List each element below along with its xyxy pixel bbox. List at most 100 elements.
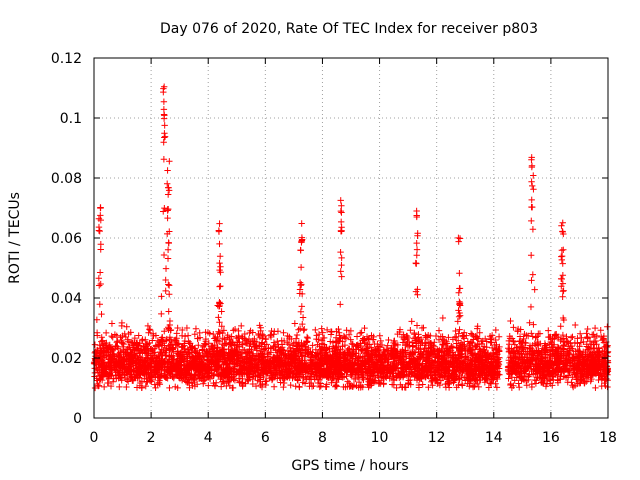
data-point	[98, 334, 105, 341]
data-point	[295, 326, 302, 333]
data-point	[112, 343, 119, 350]
data-point	[312, 346, 320, 353]
data-point	[174, 350, 181, 357]
data-point	[408, 318, 415, 325]
data-point	[300, 327, 307, 334]
data-point	[335, 329, 343, 336]
data-point	[347, 336, 354, 343]
data-point	[449, 336, 457, 343]
data-point	[316, 383, 323, 391]
data-point	[215, 328, 222, 335]
data-point	[560, 287, 567, 294]
data-point	[530, 321, 537, 328]
data-point	[404, 380, 412, 388]
data-point	[252, 382, 260, 390]
data-point	[96, 301, 103, 308]
data-point	[216, 329, 224, 336]
data-point	[205, 382, 212, 389]
data-point	[280, 329, 287, 336]
data-point	[522, 377, 530, 385]
data-point	[486, 379, 494, 387]
data-point	[93, 316, 101, 323]
data-point	[482, 335, 489, 343]
data-point	[160, 208, 167, 215]
data-point	[487, 339, 494, 346]
data-point	[407, 376, 414, 384]
data-point	[301, 380, 309, 387]
data-point	[220, 327, 228, 334]
data-point	[162, 265, 170, 272]
data-point	[593, 332, 601, 340]
data-point	[158, 293, 165, 300]
data-point	[108, 320, 116, 327]
data-point	[312, 326, 319, 334]
data-point	[393, 384, 400, 392]
data-point	[508, 374, 516, 381]
data-point	[179, 326, 186, 334]
data-point	[492, 380, 499, 387]
data-point	[337, 301, 344, 308]
data-point	[274, 338, 281, 345]
data-point	[107, 382, 115, 390]
data-point	[183, 324, 191, 332]
data-point	[287, 381, 294, 389]
data-point	[123, 383, 130, 391]
data-point	[527, 252, 535, 259]
data-point	[505, 375, 512, 382]
data-points	[90, 83, 612, 392]
data-point	[291, 320, 299, 327]
data-point	[350, 381, 358, 389]
data-point	[559, 314, 567, 322]
data-point	[342, 335, 350, 342]
data-point	[173, 330, 180, 337]
data-point	[453, 333, 460, 340]
data-point	[461, 374, 468, 381]
data-point	[445, 334, 452, 341]
data-point	[161, 328, 168, 335]
chart-title: Day 076 of 2020, Rate Of TEC Index for r…	[160, 21, 538, 37]
data-point	[532, 334, 539, 341]
data-point	[162, 276, 169, 284]
data-point	[218, 323, 225, 330]
data-point	[507, 317, 514, 325]
data-point	[271, 342, 279, 350]
data-point	[123, 323, 130, 330]
data-point	[459, 382, 466, 389]
data-point	[478, 338, 485, 345]
data-point	[583, 340, 591, 348]
data-point	[585, 345, 592, 353]
data-point	[161, 204, 168, 212]
data-point	[560, 373, 568, 380]
data-point	[338, 254, 345, 262]
data-point	[361, 324, 368, 332]
data-point	[119, 339, 126, 347]
data-point	[238, 322, 245, 330]
data-point	[341, 334, 349, 341]
data-point	[152, 384, 159, 392]
data-point	[118, 319, 126, 327]
data-point	[454, 318, 461, 325]
data-point	[559, 288, 567, 295]
data-point	[158, 310, 165, 318]
data-point	[353, 349, 360, 357]
data-point	[116, 383, 123, 391]
data-point	[299, 314, 307, 321]
data-point	[231, 325, 239, 333]
data-point	[420, 324, 427, 331]
data-point	[531, 286, 538, 293]
data-point	[413, 322, 421, 329]
data-point	[569, 333, 576, 340]
data-point	[216, 319, 223, 326]
data-point	[492, 326, 500, 334]
data-point	[145, 329, 152, 336]
data-point	[460, 332, 467, 339]
data-point	[97, 280, 104, 288]
data-point	[350, 375, 358, 383]
data-point	[559, 280, 567, 287]
data-point	[217, 383, 225, 390]
data-point	[592, 384, 599, 392]
data-point	[146, 326, 154, 334]
data-point	[218, 308, 225, 315]
